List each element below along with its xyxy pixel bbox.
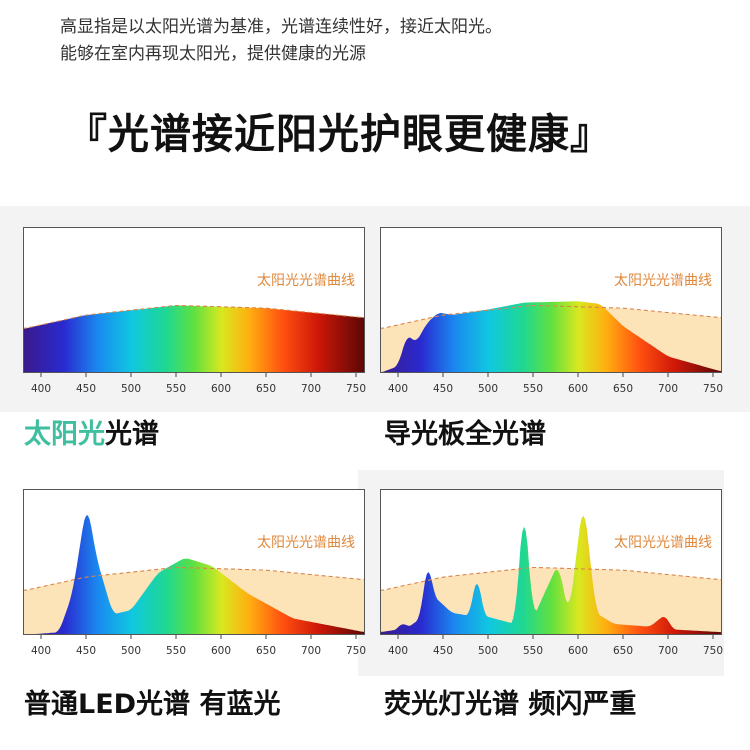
x-tick-label: 550 xyxy=(166,645,186,657)
x-tick-label: 750 xyxy=(346,645,366,657)
spectrum-area xyxy=(23,515,365,635)
caption-sunlight-text: 光谱 xyxy=(105,419,159,450)
x-tick-label: 500 xyxy=(478,383,498,395)
caption-fluorescent: 荧光灯光谱 频闪严重 xyxy=(384,689,637,720)
intro-text: 高显指是以太阳光谱为基准，光谱连续性好，接近太阳光。 能够在室内再现太阳光，提供… xyxy=(60,14,720,68)
caption-sunlight: 太阳光光谱 xyxy=(24,412,159,451)
x-tick-label: 550 xyxy=(523,383,543,395)
x-tick-label: 600 xyxy=(211,383,231,395)
chart-panel-sunlight: 太阳光光谱曲线 400 450 500 550 600 650 700 750 xyxy=(22,227,366,403)
x-tick-label: 750 xyxy=(346,383,366,395)
sunlight-curve-line xyxy=(379,304,723,329)
chart-panel-led: 太阳光光谱曲线 400 450 500 550 600 650 700 750 xyxy=(22,489,366,665)
x-tick-label: 500 xyxy=(478,645,498,657)
plot-frame xyxy=(23,489,365,635)
plot-frame xyxy=(23,227,365,373)
x-tick-label: 700 xyxy=(301,645,321,657)
spectrum-chart: 太阳光光谱曲线 400 450 500 550 600 650 700 750 xyxy=(379,489,723,657)
x-tick-label: 550 xyxy=(523,645,543,657)
spectrum-chart: 太阳光光谱曲线 400 450 500 550 600 650 700 750 xyxy=(22,227,366,395)
intro-line-1: 高显指是以太阳光谱为基准，光谱连续性好，接近太阳光。 xyxy=(60,17,502,37)
chart-panel-fluorescent: 太阳光光谱曲线 400 450 500 550 600 650 700 750 xyxy=(379,489,723,665)
x-tick-label: 600 xyxy=(211,645,231,657)
x-tick-label: 650 xyxy=(256,645,276,657)
spectrum-area xyxy=(380,301,722,373)
x-tick-label: 650 xyxy=(256,383,276,395)
caption-led: 普通LED光谱 有蓝光 xyxy=(24,689,281,720)
spectrum-chart: 太阳光光谱曲线 400 450 500 550 600 650 700 750 xyxy=(22,489,366,657)
caption-light-guide: 导光板全光谱 xyxy=(384,419,546,450)
x-tick-label: 650 xyxy=(613,645,633,657)
x-tick-label: 450 xyxy=(76,383,96,395)
x-tick-label: 450 xyxy=(76,645,96,657)
sunlight-curve-line xyxy=(22,304,366,329)
spectrum-area xyxy=(380,515,722,635)
spectrum-chart: 太阳光光谱曲线 400 450 500 550 600 650 700 750 xyxy=(379,227,723,395)
sunlight-curve-line xyxy=(22,566,366,591)
x-tick-label: 500 xyxy=(121,645,141,657)
x-tick-label: 400 xyxy=(388,383,408,395)
sunlight-curve-label: 太阳光光谱曲线 xyxy=(257,535,355,551)
sunlight-curve-label: 太阳光光谱曲线 xyxy=(614,273,712,289)
sunlight-curve-label: 太阳光光谱曲线 xyxy=(614,535,712,551)
x-tick-label: 700 xyxy=(301,383,321,395)
plot-frame xyxy=(380,489,722,635)
sunlight-curve-label: 太阳光光谱曲线 xyxy=(257,273,355,289)
x-tick-label: 550 xyxy=(166,383,186,395)
x-tick-label: 500 xyxy=(121,383,141,395)
caption-sunlight-highlight: 太阳光 xyxy=(24,419,105,450)
x-tick-label: 400 xyxy=(31,645,51,657)
x-tick-label: 650 xyxy=(613,383,633,395)
x-tick-label: 400 xyxy=(388,645,408,657)
spectrum-area xyxy=(23,305,365,373)
x-tick-label: 600 xyxy=(568,383,588,395)
x-tick-label: 600 xyxy=(568,645,588,657)
x-tick-label: 400 xyxy=(31,383,51,395)
x-tick-label: 700 xyxy=(658,645,678,657)
x-tick-label: 450 xyxy=(433,383,453,395)
sunlight-curve-line xyxy=(379,566,723,591)
x-tick-label: 700 xyxy=(658,383,678,395)
headline: 『光谱接近阳光护眼更健康』 xyxy=(66,110,612,158)
x-tick-label: 450 xyxy=(433,645,453,657)
plot-frame xyxy=(380,227,722,373)
intro-line-2: 能够在室内再现太阳光，提供健康的光源 xyxy=(60,44,366,64)
x-tick-label: 750 xyxy=(703,383,723,395)
x-tick-label: 750 xyxy=(703,645,723,657)
chart-panel-light-guide: 太阳光光谱曲线 400 450 500 550 600 650 700 750 xyxy=(379,227,723,403)
